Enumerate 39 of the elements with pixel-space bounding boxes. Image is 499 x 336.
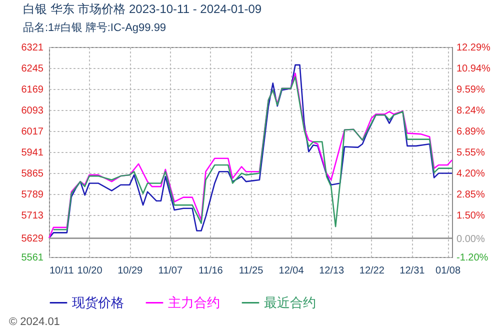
legend-label: 主力合约 xyxy=(168,294,220,310)
y2-tick-label: 10.94% xyxy=(456,64,491,75)
y-tick-label: 6093 xyxy=(21,106,44,116)
x-tick-label: 12/04 xyxy=(278,266,304,276)
x-tick-label: 10/20 xyxy=(77,266,103,276)
y2-tick-label: 9.59% xyxy=(456,84,485,96)
y-tick-label: 5865 xyxy=(21,168,44,180)
y2-tick-label: 0.00% xyxy=(456,234,485,245)
y-tick-label: 6169 xyxy=(21,84,44,96)
x-tick-label: 01/08 xyxy=(436,266,461,276)
y2-tick-label: -1.20% xyxy=(456,252,488,264)
y-tick-label: 5629 xyxy=(21,234,44,245)
y-tick-label: 6321 xyxy=(21,42,44,54)
x-tick-label: 12/22 xyxy=(359,266,385,276)
x-tick-label: 12/13 xyxy=(319,266,345,276)
y-tick-label: 5789 xyxy=(21,190,44,200)
y-tick-label: 6245 xyxy=(21,64,44,74)
y2-tick-label: 2.85% xyxy=(456,189,485,200)
x-tick-label: 10/29 xyxy=(118,266,144,276)
y-tick-label: 5941 xyxy=(21,148,44,158)
y-tick-label: 6017 xyxy=(21,126,44,138)
y-tick-label: 5713 xyxy=(21,210,44,222)
x-tick-label: 11/25 xyxy=(238,266,264,276)
x-tick-label: 12/31 xyxy=(400,266,426,276)
y2-tick-label: 6.89% xyxy=(456,126,485,138)
y2-tick-label: 4.20% xyxy=(456,168,485,180)
y-tick-label: 5561 xyxy=(21,252,44,264)
x-tick-label: 10/11 xyxy=(50,266,74,276)
chart-title: 白银 华东 市场价格 2023-10-11 - 2024-01-09 xyxy=(23,2,262,16)
x-tick-label: 11/16 xyxy=(198,266,224,276)
legend-label: 最近合约 xyxy=(264,294,316,310)
y2-tick-label: 8.24% xyxy=(456,106,485,117)
text: © 2024.01 xyxy=(9,316,60,328)
y2-tick-label: 1.50% xyxy=(456,210,485,222)
chart-subtitle: 品名:1#白银 牌号:IC-Ag99.99 xyxy=(23,22,166,34)
legend-label: 现货价格 xyxy=(72,294,124,310)
y2-tick-label: 5.55% xyxy=(456,147,485,158)
y2-tick-label: 12.29% xyxy=(456,42,491,54)
x-tick-label: 11/07 xyxy=(158,266,183,276)
